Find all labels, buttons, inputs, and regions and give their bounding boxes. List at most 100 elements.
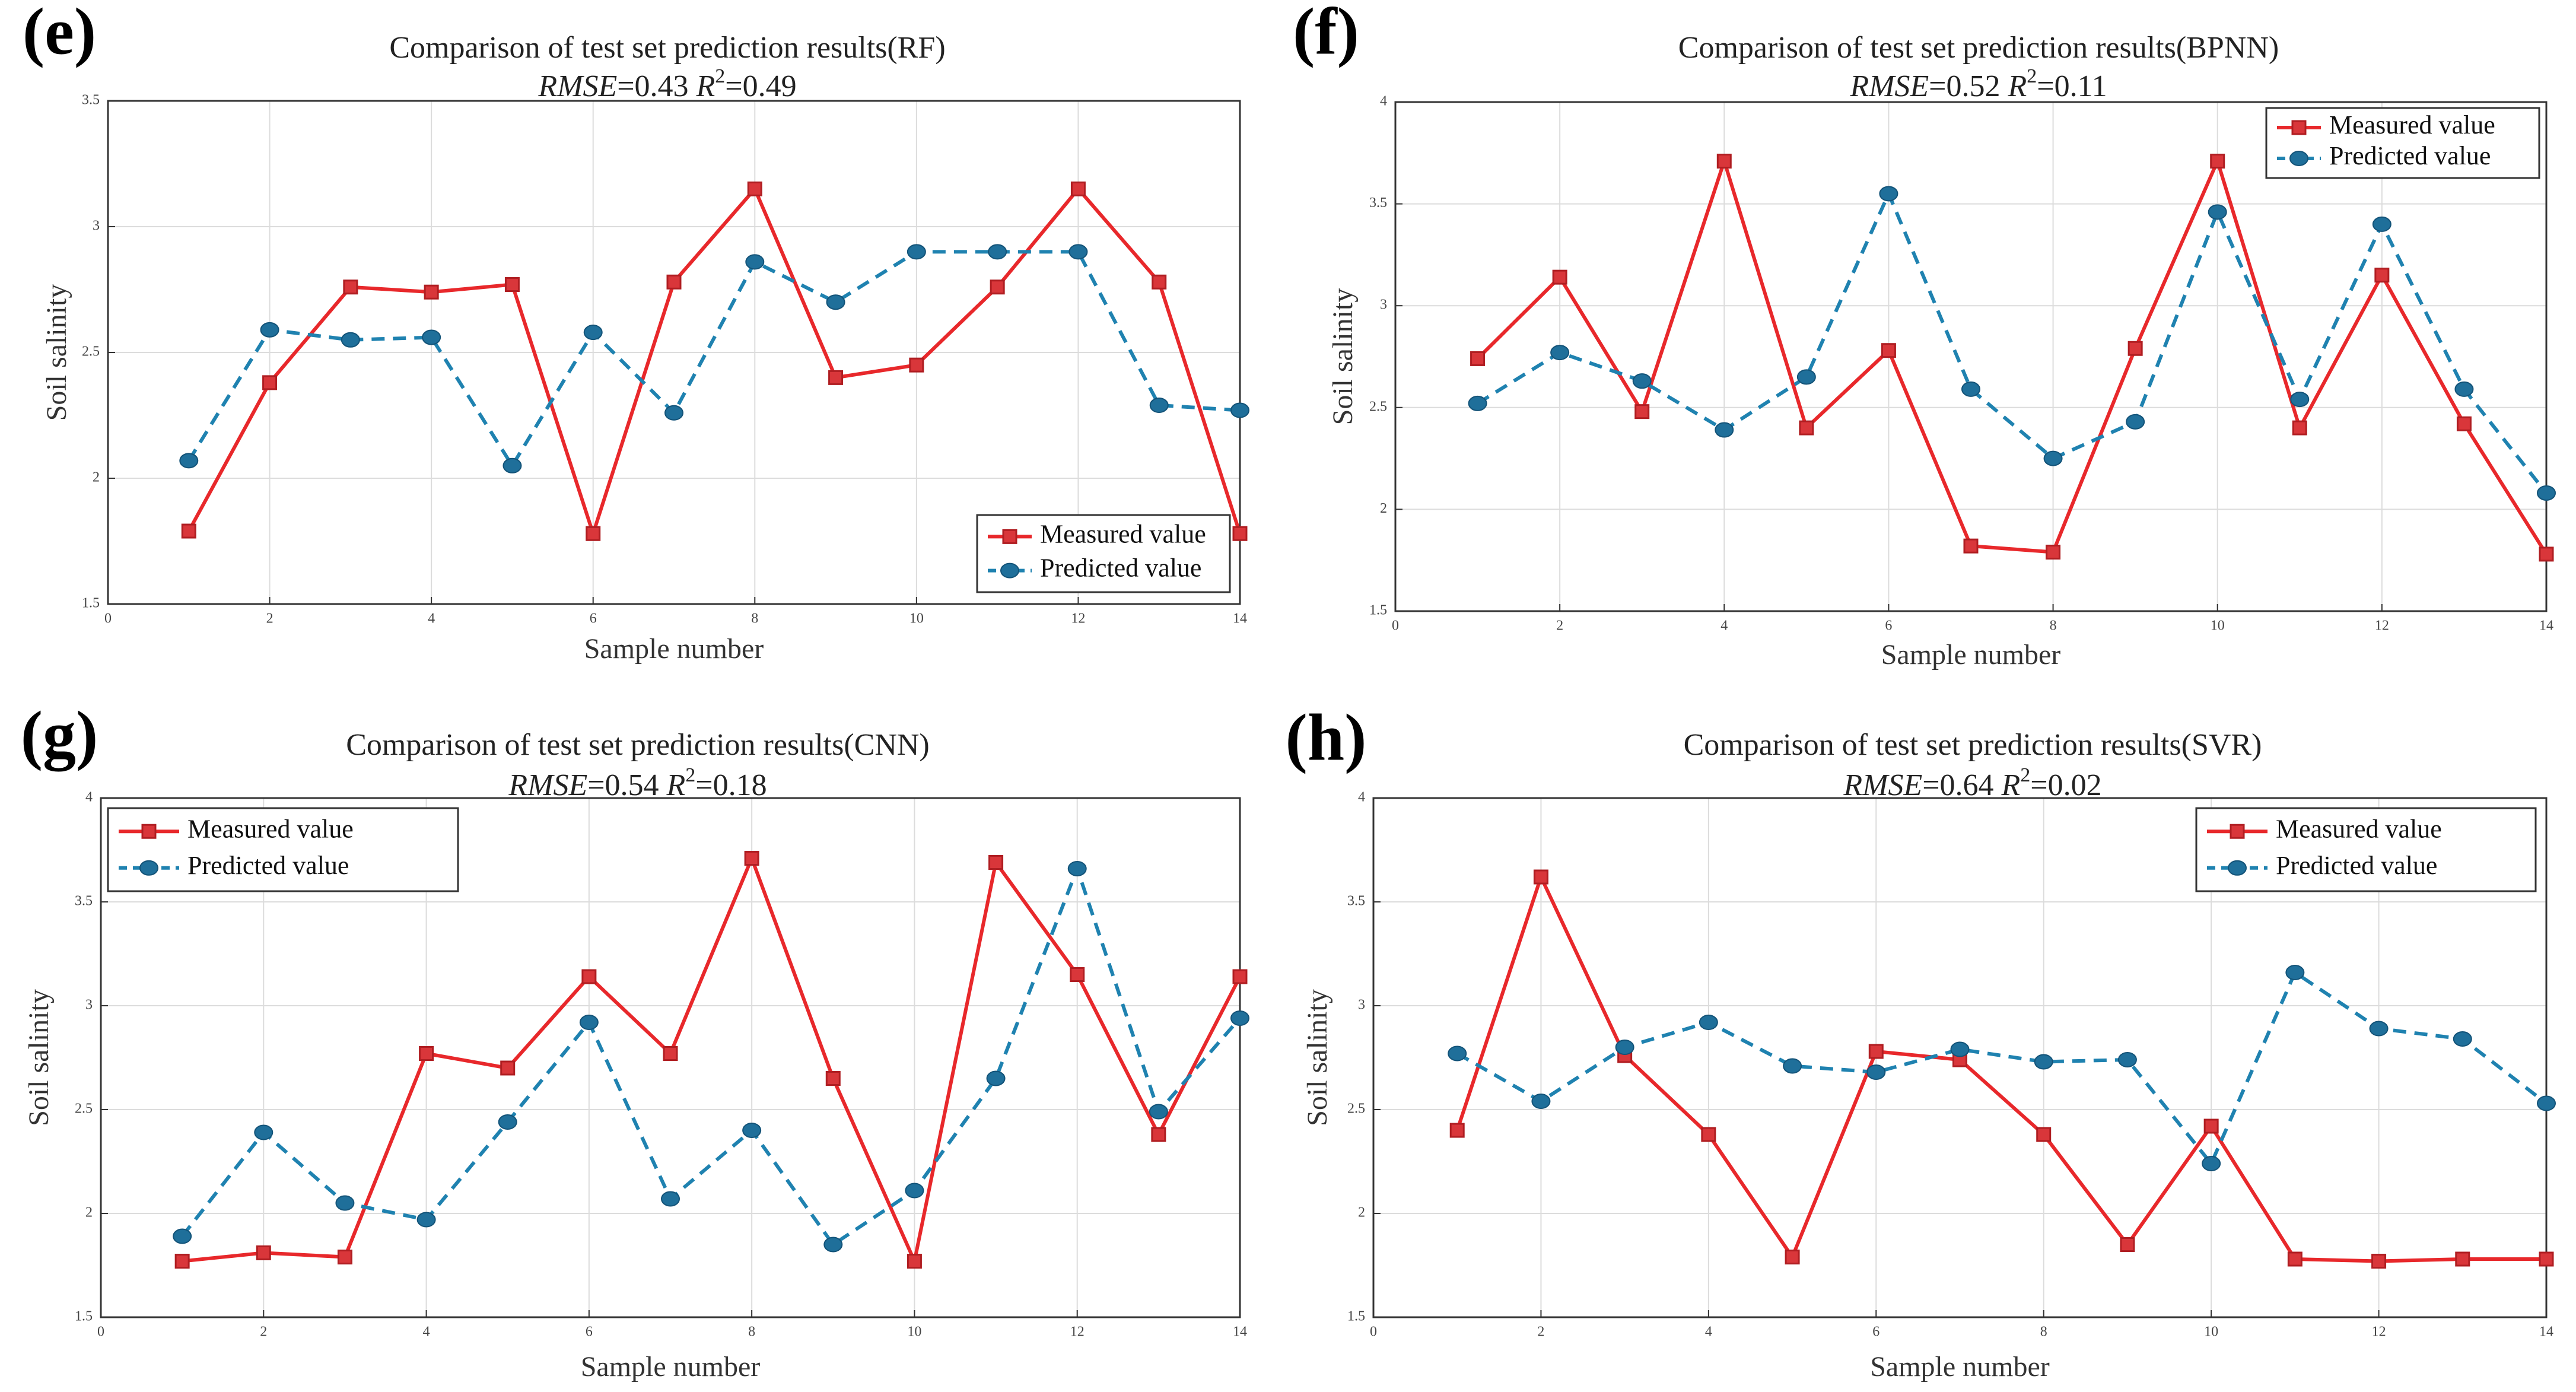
predicted-point bbox=[2537, 485, 2556, 501]
measured-point bbox=[181, 523, 196, 539]
measured-point bbox=[747, 181, 762, 196]
chart-panel-2: (g) Comparison of test set prediction res… bbox=[21, 698, 1249, 1383]
chart-subtitle: RMSE=0.54 R2=0.18 bbox=[508, 764, 767, 802]
r2-label: R bbox=[2001, 768, 2021, 802]
measured-point bbox=[2127, 341, 2143, 356]
predicted-point bbox=[179, 453, 199, 469]
predicted-point bbox=[1879, 186, 1898, 202]
legend-marker-measured bbox=[2230, 824, 2245, 839]
measured-point bbox=[581, 969, 597, 984]
rmse-value: =0.43 bbox=[617, 69, 696, 103]
predicted-point bbox=[2537, 1095, 2556, 1111]
predicted-point bbox=[742, 1123, 762, 1138]
legend-box bbox=[2265, 107, 2540, 179]
predicted-point bbox=[1950, 1041, 1970, 1057]
x-tick-label: 14 bbox=[2539, 1324, 2553, 1340]
measured-point bbox=[424, 284, 439, 300]
series-line-measured bbox=[187, 187, 1242, 536]
chart-panel-3: (h) Comparison of test set prediction res… bbox=[1286, 701, 2556, 1383]
measured-point bbox=[2292, 420, 2307, 436]
series-line-predicted bbox=[180, 867, 1242, 1247]
x-tick-label: 10 bbox=[2204, 1324, 2218, 1340]
predicted-point bbox=[2126, 414, 2145, 430]
measured-point bbox=[825, 1071, 841, 1086]
r2-value: =0.49 bbox=[725, 69, 796, 103]
legend-box bbox=[2195, 807, 2537, 892]
legend: Measured value Predicted value bbox=[107, 807, 459, 892]
measured-point bbox=[504, 277, 520, 293]
predicted-point bbox=[823, 1237, 843, 1253]
measured-point bbox=[2287, 1251, 2303, 1267]
predicted-point bbox=[2285, 965, 2305, 980]
predicted-point bbox=[335, 1195, 355, 1211]
measured-point bbox=[988, 855, 1004, 870]
predicted-point bbox=[1961, 381, 1980, 397]
x-tick-label: 2 bbox=[266, 611, 273, 627]
predicted-point bbox=[986, 1070, 1006, 1086]
chart-title: Comparison of test set prediction result… bbox=[346, 728, 930, 762]
legend-marker-predicted bbox=[139, 860, 158, 876]
x-axis-label: Sample number bbox=[581, 1351, 761, 1383]
x-tick-label: 8 bbox=[751, 611, 758, 627]
plot-area bbox=[1395, 102, 2546, 611]
measured-point bbox=[256, 1245, 271, 1260]
y-tick-label: 3.5 bbox=[1347, 894, 1365, 909]
x-tick-label: 4 bbox=[428, 611, 435, 627]
r2-label: R bbox=[2008, 69, 2027, 103]
measured-point bbox=[586, 526, 601, 541]
y-tick-label: 3.5 bbox=[82, 93, 100, 108]
x-tick-label: 6 bbox=[590, 611, 597, 627]
predicted-point bbox=[579, 1015, 599, 1030]
legend-marker-measured bbox=[1002, 529, 1017, 544]
rmse-value: =0.64 bbox=[1922, 768, 2001, 802]
legend-marker-measured bbox=[141, 824, 157, 839]
predicted-point bbox=[988, 244, 1007, 260]
predicted-point bbox=[826, 294, 845, 310]
predicted-point bbox=[2117, 1052, 2137, 1067]
rmse-label: RMSE bbox=[1849, 69, 1929, 103]
r2-superscript: 2 bbox=[715, 65, 725, 87]
measured-point bbox=[2371, 1254, 2387, 1269]
measured-point bbox=[1070, 967, 1085, 982]
x-tick-label: 0 bbox=[1370, 1324, 1377, 1340]
measured-point bbox=[1701, 1127, 1716, 1142]
predicted-point bbox=[2034, 1054, 2053, 1070]
predicted-point bbox=[416, 1212, 436, 1228]
measured-point bbox=[1151, 1127, 1166, 1142]
measured-point bbox=[1470, 351, 1486, 366]
x-tick-label: 10 bbox=[907, 1324, 921, 1340]
legend-label-predicted: Predicted value bbox=[2329, 141, 2491, 170]
predicted-point bbox=[1615, 1040, 1634, 1055]
x-tick-label: 14 bbox=[1233, 1324, 1247, 1340]
r2-superscript: 2 bbox=[2020, 764, 2030, 786]
y-tick-label: 2.5 bbox=[82, 344, 100, 360]
legend: Measured value Predicted value bbox=[976, 514, 1231, 593]
y-axis-label: Soil salinity bbox=[41, 284, 72, 421]
predicted-point bbox=[422, 329, 441, 345]
x-tick-label: 12 bbox=[1071, 611, 1085, 627]
measured-point bbox=[1552, 269, 1567, 285]
y-tick-label: 2 bbox=[1380, 501, 1387, 516]
x-tick-label: 6 bbox=[586, 1324, 593, 1340]
x-tick-label: 10 bbox=[909, 611, 924, 627]
y-tick-label: 4 bbox=[1380, 94, 1387, 109]
r2-superscript: 2 bbox=[685, 764, 695, 786]
y-tick-label: 4 bbox=[85, 790, 93, 805]
legend-label-measured: Measured value bbox=[2329, 110, 2495, 139]
measured-point bbox=[419, 1046, 434, 1061]
legend-label-measured: Measured value bbox=[1040, 519, 1206, 548]
predicted-point bbox=[173, 1228, 192, 1244]
measured-point bbox=[2374, 268, 2390, 283]
y-axis-label: Soil salinity bbox=[1327, 288, 1359, 425]
x-tick-label: 4 bbox=[1720, 618, 1728, 634]
chart-subtitle: RMSE=0.43 R2=0.49 bbox=[538, 65, 796, 103]
predicted-point bbox=[341, 332, 360, 348]
x-tick-label: 14 bbox=[2539, 618, 2553, 634]
predicted-point bbox=[1783, 1058, 1802, 1074]
panel-label: (h) bbox=[1286, 701, 1367, 775]
legend: Measured value Predicted value bbox=[2195, 807, 2537, 892]
chart-title: Comparison of test set prediction result… bbox=[389, 31, 945, 65]
measured-point bbox=[1232, 969, 1248, 984]
y-tick-label: 1.5 bbox=[75, 1309, 93, 1324]
